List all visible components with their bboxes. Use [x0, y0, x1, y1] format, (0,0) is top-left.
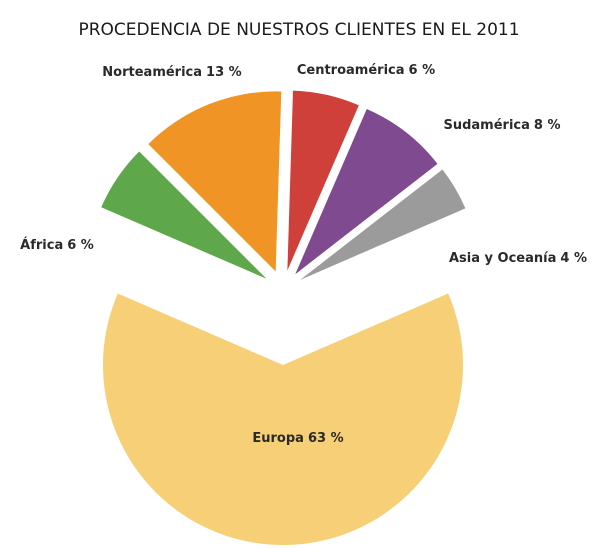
pie-slice [300, 169, 466, 280]
slice-value-label: 8 % [534, 118, 561, 133]
slice-category: África [20, 237, 63, 253]
slice-label: Europa 63 % [252, 431, 343, 446]
pie-slice [295, 109, 438, 275]
slice-label: Norteamérica 13 % [102, 65, 241, 80]
slice-category: Asia y Oceanía [449, 251, 556, 266]
slice-label: Centroamérica 6 % [297, 63, 435, 78]
slice-value-label: 6 % [409, 63, 436, 78]
pie-slice [102, 293, 464, 545]
slice-category: Norteamérica [102, 65, 202, 80]
chart-title: PROCEDENCIA DE NUESTROS CLIENTES EN EL 2… [78, 20, 519, 40]
pie-slice [148, 91, 282, 272]
slice-value-label: 63 % [308, 431, 344, 446]
slice-value-label: 13 % [206, 65, 242, 80]
slice-label: África 6 % [20, 237, 94, 253]
pie-slice [101, 151, 267, 279]
slice-category: Sudamérica [443, 118, 529, 133]
slice-label: Asia y Oceanía 4 % [449, 251, 587, 266]
slice-value-label: 4 % [560, 251, 587, 266]
slice-category: Centroamérica [297, 63, 405, 78]
pie-slice [287, 90, 359, 271]
slice-category: Europa [252, 431, 304, 446]
slice-label: Sudamérica 8 % [443, 118, 560, 133]
slice-value-label: 6 % [67, 238, 94, 253]
